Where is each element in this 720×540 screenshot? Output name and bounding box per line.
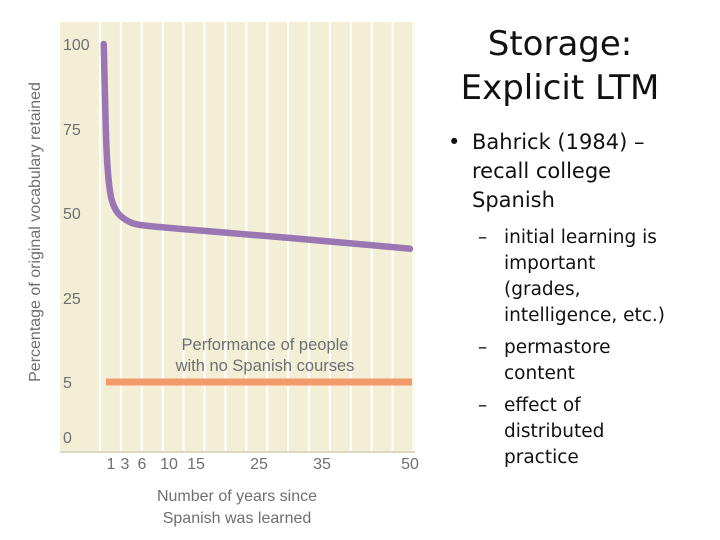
retention-curve-line — [100, 40, 414, 252]
slide-title: Storage: Explicit LTM — [440, 22, 680, 110]
x-tick-label: 15 — [187, 456, 205, 473]
bullet-line: Spanish — [472, 188, 555, 212]
x-axis-label-line-1: Number of years since — [157, 488, 317, 505]
bullet-line: recall college — [472, 159, 612, 183]
slide-title-line-1: Storage: — [487, 24, 633, 64]
subbullet-line: important — [504, 253, 596, 274]
subbullet-initial-learning: – initial learning is important (grades,… — [440, 225, 715, 329]
subbullet-line: intelligence, etc.) — [504, 305, 665, 326]
subbullet-line: distributed — [504, 421, 605, 442]
bullet-line: Bahrick (1984) – — [472, 130, 645, 154]
y-tick-label: 100 — [63, 37, 90, 54]
x-tick-labels: 1 3 6 10 15 25 35 50 — [107, 456, 419, 473]
x-tick-label: 3 — [121, 456, 130, 473]
subbullet-line: effect of — [504, 395, 581, 416]
y-axis-label: Percentage of original vocabulary retain… — [27, 82, 44, 382]
no-spanish-annotation-line-2: with no Spanish courses — [175, 357, 355, 375]
x-tick-label: 50 — [401, 456, 419, 473]
series-layer — [100, 40, 414, 386]
bullet-list: • Bahrick (1984) – recall college Spanis… — [440, 128, 715, 471]
dash-icon: – — [478, 395, 488, 416]
subbullet-line: content — [504, 363, 575, 384]
no-spanish-annotation-line-1: Performance of people — [182, 336, 349, 354]
subbullet-permastore: – permastore content — [440, 335, 715, 387]
y-tick-label: 5 — [63, 375, 72, 392]
y-tick-label: 75 — [63, 122, 81, 139]
plot-area — [60, 22, 415, 452]
x-tick-label: 35 — [313, 456, 331, 473]
x-tick-label: 10 — [160, 456, 178, 473]
subbullet-line: practice — [504, 447, 579, 468]
x-tick-label: 6 — [138, 456, 147, 473]
y-tick-label: 25 — [63, 291, 81, 308]
dash-icon: – — [478, 337, 488, 358]
y-tick-label: 50 — [63, 206, 81, 223]
x-axis-label-line-2: Spanish was learned — [163, 510, 312, 527]
subbullet-line: initial learning is — [504, 227, 657, 248]
y-tick-label: 0 — [63, 430, 72, 447]
subbullet-line: (grades, — [504, 279, 581, 300]
bullet-dot-icon: • — [448, 130, 461, 154]
x-tick-label: 25 — [250, 456, 268, 473]
slide-title-line-2: Explicit LTM — [460, 68, 660, 108]
dash-icon: – — [478, 227, 488, 248]
subbullet-line: permastore — [504, 337, 611, 358]
x-tick-label: 1 — [107, 456, 116, 473]
subbullet-distributed-practice: – effect of distributed practice — [440, 393, 715, 471]
bullet-bahrick: • Bahrick (1984) – recall college Spanis… — [440, 128, 715, 215]
